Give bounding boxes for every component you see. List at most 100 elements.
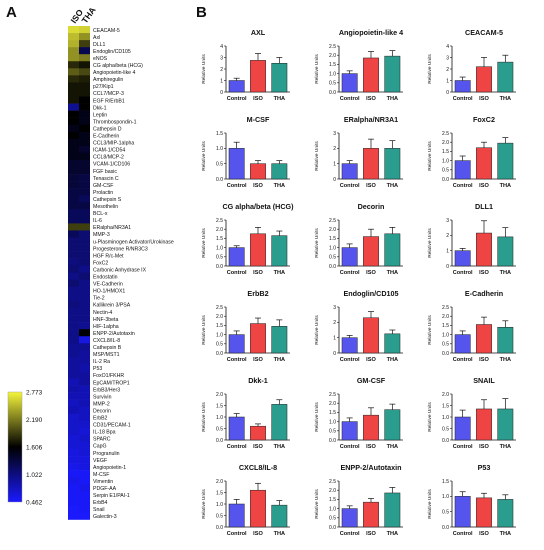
- heatmap-cell: [79, 413, 90, 422]
- heatmap-cell: [79, 110, 90, 118]
- y-tick-label: 0.5: [216, 426, 223, 432]
- x-tick-label: ISO: [253, 270, 263, 276]
- bar-tha: [497, 61, 514, 93]
- chart-title: ENPP-2/Autotaxin: [340, 463, 401, 472]
- heatmap-cell: [79, 357, 90, 365]
- bar-chart: P53 Relative Units 0.0 0.5 1.0 1.5 Control ISO T…: [427, 463, 516, 537]
- heatmap-row-label: FoxC2: [93, 260, 108, 266]
- y-tick-label: 2.0: [216, 314, 223, 320]
- y-tick-label: 1.0: [329, 419, 336, 425]
- heatmap-cell: [68, 82, 79, 90]
- heatmap-row-label: Tie-2: [93, 296, 105, 302]
- y-tick-label: 0.0: [442, 525, 449, 531]
- heatmap-cell: [68, 167, 79, 175]
- y-axis-label: Relative Units: [427, 402, 433, 432]
- heatmap-cell: [79, 463, 90, 471]
- y-tick-label: 1.5: [442, 149, 449, 155]
- heatmap-row-label: Endostatin: [93, 275, 118, 281]
- y-tick-label: 1.5: [442, 479, 449, 485]
- heatmap-cell: [79, 159, 90, 168]
- heatmap-row-label: Mesothelin: [93, 204, 118, 210]
- x-tick-label: THA: [387, 96, 399, 102]
- heatmap-row-label: PDGF-AA: [93, 486, 117, 492]
- bar-tha: [497, 142, 514, 180]
- y-axis-label: Relative Units: [427, 489, 433, 519]
- heatmap-cell: [79, 272, 90, 281]
- y-tick-label: 0: [446, 90, 449, 96]
- x-tick-label: ISO: [366, 183, 376, 189]
- heatmap-cell: [79, 279, 90, 288]
- bar-tha: [271, 163, 288, 180]
- x-tick-label: Control: [453, 183, 473, 189]
- chart-title: AXL: [251, 28, 266, 37]
- heatmap-cell: [79, 399, 90, 407]
- bar-iso: [476, 324, 492, 354]
- heatmap-cell: [79, 441, 90, 450]
- y-tick-label: 0.5: [216, 255, 223, 261]
- x-tick-label: ISO: [366, 96, 376, 102]
- y-tick-label: 1.5: [329, 62, 336, 68]
- x-tick-label: ISO: [366, 357, 376, 363]
- y-tick-label: 2: [446, 67, 449, 73]
- heatmap-panel: ISOTHACEACAM-5AxlDLL1Endoglin/CD105eNOSC…: [7, 5, 174, 520]
- heatmap-cell: [68, 195, 79, 203]
- bar-control: [454, 334, 471, 354]
- heatmap-row-label: u-Plasminogen Activator/Urokinase: [93, 239, 174, 245]
- bar-chart: CXCL8/IL-8 Relative Units 0.0 0.5 1.0 1.5 2.0 C…: [201, 463, 290, 537]
- y-tick-label: 3: [446, 55, 449, 61]
- heatmap-cell: [68, 470, 79, 478]
- y-tick-label: 0.0: [216, 525, 223, 531]
- heatmap-cell: [79, 470, 90, 478]
- heatmap-cell: [79, 378, 90, 386]
- x-tick-label: Control: [340, 96, 360, 102]
- x-tick-label: ISO: [479, 357, 489, 363]
- x-tick-label: ISO: [479, 531, 489, 537]
- heatmap-cell: [79, 138, 90, 147]
- heatmap-row-label: VCAM-1/CD106: [93, 162, 130, 168]
- heatmap-row-label: p27/Kip1: [93, 84, 114, 90]
- y-tick-label: 1.0: [442, 415, 449, 421]
- heatmap-row-label: IL-6: [93, 218, 102, 224]
- heatmap-cell: [79, 188, 90, 196]
- heatmap-cell: [68, 272, 79, 281]
- y-axis-label: Relative Units: [314, 141, 320, 171]
- heatmap-cell: [68, 491, 79, 499]
- bar-chart: GM-CSF Relative Units 0.0 0.5 1.0 1.5 2.0 2.5 Co…: [314, 376, 403, 450]
- y-tick-label: 1.0: [442, 158, 449, 164]
- bar-iso: [363, 501, 379, 528]
- x-tick-label: Control: [340, 183, 360, 189]
- y-tick-label: 1.0: [442, 332, 449, 338]
- colorbar-tick-label: 0.462: [26, 500, 43, 507]
- y-axis-label: Relative Units: [314, 228, 320, 258]
- chart-title: CXCL8/IL-8: [239, 463, 277, 472]
- colorbar-tick-label: 1.022: [26, 472, 43, 479]
- heatmap-cell: [68, 237, 79, 245]
- y-axis-label: Relative Units: [201, 315, 207, 345]
- heatmap-cell: [79, 512, 90, 520]
- y-tick-label: 2.5: [216, 305, 223, 311]
- x-tick-label: ISO: [366, 270, 376, 276]
- heatmap-cell: [68, 47, 79, 55]
- heatmap-cell: [68, 329, 79, 337]
- chart-title: DLL1: [475, 202, 493, 211]
- heatmap-cell: [68, 159, 79, 168]
- y-tick-label: 0.5: [442, 342, 449, 348]
- y-tick-label: 2.0: [329, 401, 336, 407]
- chart-title: Decorin: [358, 202, 385, 211]
- x-tick-label: THA: [500, 357, 512, 363]
- y-tick-label: 0.0: [329, 264, 336, 270]
- y-tick-label: 0.0: [329, 90, 336, 96]
- heatmap-row-label: P53: [93, 366, 102, 372]
- x-tick-label: THA: [500, 531, 512, 537]
- heatmap-cell: [79, 385, 90, 393]
- y-tick-label: 0.0: [216, 351, 223, 357]
- y-tick-label: 1.5: [216, 323, 223, 329]
- chart-title: Dkk-1: [248, 376, 268, 385]
- heatmap-cell: [68, 293, 79, 302]
- y-tick-label: 1.0: [216, 415, 223, 421]
- heatmap-row-label: Amphiregulin: [93, 77, 123, 83]
- y-tick-label: 1.0: [216, 146, 223, 152]
- x-tick-label: Control: [340, 357, 360, 363]
- heatmap-row-label: M-CSF: [93, 472, 109, 478]
- heatmap-cell: [68, 54, 79, 62]
